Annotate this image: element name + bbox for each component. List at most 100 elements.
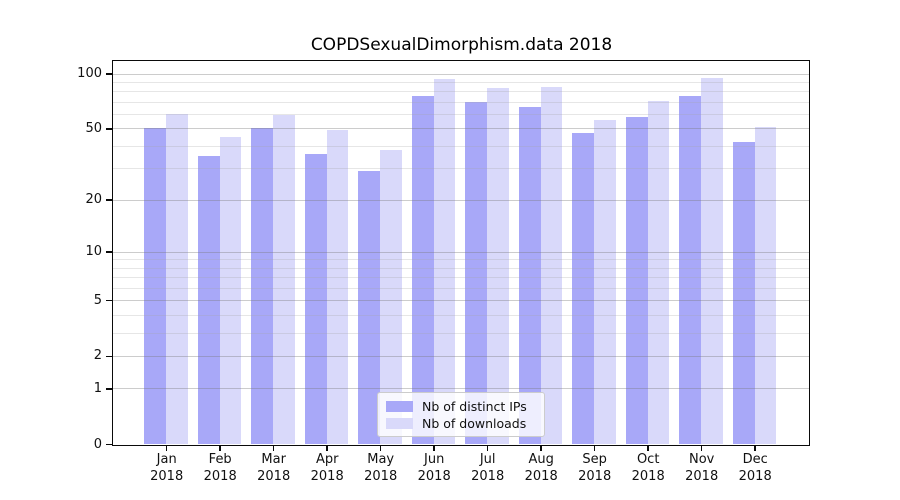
bar-ip-jan [144,128,167,444]
x-tick-month: Feb [208,452,232,467]
x-tick-year: 2018 [364,468,398,484]
x-tick-mark-may [379,446,382,451]
bar-ip-nov [679,96,702,444]
bar-ip-dec [732,142,755,444]
legend-label-distinct-ips: Nb of distinct IPs [422,399,527,414]
x-tick-year: 2018 [417,468,451,484]
gridline-minor-4 [113,314,809,316]
x-tick-mark-dec [754,446,756,451]
gridline-minor-80 [113,91,809,93]
bar-ip-jul [465,101,488,444]
x-tick-year: 2018 [685,468,719,484]
legend-label-downloads: Nb of downloads [422,416,527,431]
x-tick-mark-jul [486,446,489,451]
legend: Nb of distinct IPs Nb of downloads [377,392,545,437]
bar-ip-mar [251,128,274,444]
plot-area: Nb of distinct IPs Nb of downloads [112,60,810,446]
y-tick-label-50: 50 [85,120,102,136]
x-tick-label-jan: Jan 2018 [137,452,197,485]
gridline-minor-9 [113,259,809,261]
x-tick-label-apr: Apr 2018 [297,452,357,485]
x-tick-year: 2018 [203,468,237,484]
y-tick-mark-10 [106,251,112,253]
y-tick-mark-0 [106,443,112,446]
x-tick-year: 2018 [524,468,558,484]
bar-dl-mar [273,115,295,444]
y-tick-mark-20 [106,199,112,201]
x-tick-year: 2018 [257,468,291,484]
y-tick-label-100: 100 [77,66,102,82]
y-tick-label-5: 5 [93,292,102,308]
x-tick-month: May [367,452,395,467]
x-tick-month: Jul [479,452,496,467]
bar-ip-feb [197,156,220,444]
x-tick-label-aug: Aug 2018 [511,452,571,485]
x-tick-label-feb: Feb 2018 [190,452,250,485]
bar-dl-jan [166,114,188,444]
x-tick-label-oct: Oct 2018 [618,452,678,485]
bar-ip-jun [411,96,434,444]
y-tick-mark-100 [106,73,112,75]
x-tick-mark-jun [433,446,435,451]
legend-swatch-distinct-ips [386,401,413,412]
bar-ip-aug [518,106,541,444]
bar-ip-apr [304,154,327,444]
bar-dl-jun [433,79,456,444]
x-tick-month: Mar [261,452,286,467]
bar-dl-sep [594,119,616,444]
gridline-minor-3 [113,332,809,334]
y-tick-mark-1 [106,388,112,390]
y-tick-label-20: 20 [85,192,102,208]
y-tick-mark-50 [106,128,112,130]
x-tick-mark-feb [219,446,221,451]
gridline-major-10 [113,251,809,253]
x-tick-label-jul: Jul 2018 [458,452,518,485]
gridline-minor-7 [113,277,809,279]
legend-item-downloads: Nb of downloads [386,416,536,431]
x-tick-mark-apr [326,446,328,451]
x-tick-mark-jan [165,446,168,451]
x-tick-month: Oct [636,452,660,467]
gridline-minor-40 [113,146,809,147]
x-tick-mark-oct [647,446,649,451]
x-tick-label-may: May 2018 [351,452,411,485]
x-tick-month: Sep [582,452,607,467]
x-tick-label-mar: Mar 2018 [244,452,304,485]
gridline-minor-70 [113,101,809,103]
x-tick-month: Jan [156,452,177,467]
gridline-major-20 [113,199,809,201]
bar-dl-may [380,149,402,444]
x-tick-month: Jun [424,452,445,467]
bar-ip-may [358,171,381,444]
x-tick-year: 2018 [631,468,665,484]
gridline-major-50 [113,128,809,130]
gridline-major-5 [113,300,809,302]
x-tick-year: 2018 [150,468,184,484]
x-tick-mark-mar [272,446,275,451]
gridline-minor-8 [113,267,809,269]
x-tick-year: 2018 [738,468,772,484]
bar-dl-oct [647,100,670,444]
gridline-major-1 [113,388,809,390]
x-tick-label-sep: Sep 2018 [565,452,625,485]
y-tick-label-0: 0 [93,436,102,452]
x-tick-label-jun: Jun 2018 [404,452,464,485]
gridline-minor-30 [113,168,809,170]
x-tick-year: 2018 [578,468,612,484]
x-tick-label-nov: Nov 2018 [672,452,732,485]
bar-dl-nov [701,77,723,444]
chart-title: COPDSexualDimorphism.data 2018 [310,35,613,55]
gridline-major-2 [113,355,809,357]
x-tick-month: Nov [689,452,715,467]
legend-swatch-downloads [386,418,413,429]
gridline-minor-6 [113,287,809,289]
bar-dl-feb [219,136,242,444]
x-tick-month: Dec [742,452,768,467]
legend-item-distinct-ips: Nb of distinct IPs [386,399,536,414]
y-tick-mark-5 [106,299,112,302]
bar-ip-oct [625,116,648,444]
x-tick-mark-sep [593,446,596,451]
x-tick-month: Aug [528,452,554,467]
gridline-major-100 [113,73,809,75]
